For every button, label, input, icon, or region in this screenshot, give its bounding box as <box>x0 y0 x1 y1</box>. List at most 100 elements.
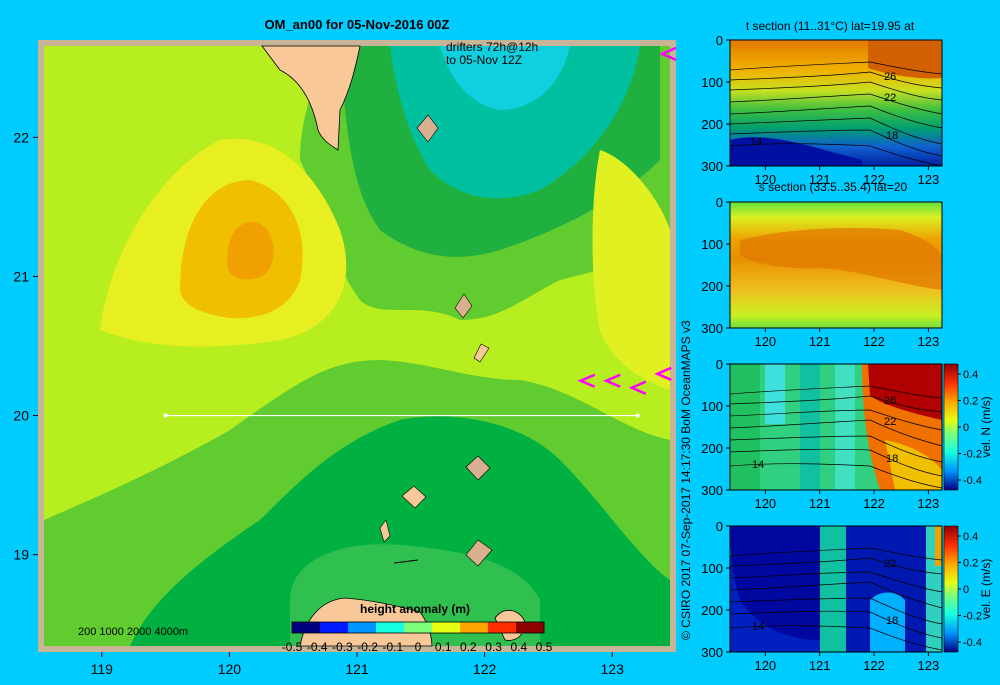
t-section-contours <box>729 61 943 167</box>
map-x-tick-label-1: 120 <box>218 661 242 677</box>
panel1-x-tick-label-3: 123 <box>918 334 940 349</box>
panel1-y-tick-label-1: 100 <box>701 237 723 252</box>
panel-axes: 0 100 200 300 120 121 122 123 0 100 200 300 120 121 12… <box>701 33 982 673</box>
panel1-y-tick-label-3: 300 <box>701 321 723 336</box>
panel3-cbar-tick-label-1: 0.2 <box>963 558 978 570</box>
vel-e-label-22: 22 <box>884 558 896 570</box>
t-section-title: t section (11..31°C) lat=19.95 at <box>746 19 915 33</box>
panel3-cbar-tick-label-0: 0.4 <box>963 531 978 543</box>
vel-n-label-26: 26 <box>884 395 896 407</box>
land-taiwan <box>261 45 361 151</box>
panel3-y-tick-label-2: 200 <box>701 603 723 618</box>
map-x-tick-label-0: 119 <box>91 661 114 677</box>
depth-legend: 200 1000 2000 4000m <box>78 626 188 638</box>
panel3-x-tick-label-3: 123 <box>918 658 940 673</box>
vel-e-colorbar: vel. E (m/s) <box>943 525 993 653</box>
vel-n-panel: 26 22 18 14 <box>729 363 943 491</box>
height-anomaly-colorbar: height anomaly (m) -0.5 -0.4 -0.3 -0.2 -0.1 0… <box>282 602 553 654</box>
field-cyan-north <box>390 46 640 199</box>
panel2-y-tick-label-2: 200 <box>701 441 723 456</box>
panel1-y-tick-label-2: 200 <box>701 279 723 294</box>
vel-n-label-14: 14 <box>752 459 764 471</box>
s-section-core <box>740 228 942 290</box>
drifters-label-1: drifters 72h@12h <box>446 40 538 54</box>
colorbar-segment-6 <box>460 622 489 633</box>
panel3-cbar-tick-label-3: -0.2 <box>963 611 982 623</box>
s-section-panel: s section (33.5..35.4) lat=20 <box>729 180 943 329</box>
section-line-end <box>635 413 640 418</box>
panel0-y-tick-label-2: 200 <box>701 117 723 132</box>
colorbar-tick-label-3: -0.2 <box>357 640 378 654</box>
panel0-x-tick-label-0: 120 <box>754 172 776 187</box>
colorbar-segment-7 <box>488 622 517 633</box>
panel2-y-tick-label-3: 300 <box>701 483 723 498</box>
t-label-22: 22 <box>884 92 896 104</box>
panel3-y-tick-label-3: 300 <box>701 645 723 660</box>
credit-label: © CSIRO 2017 07-Sep-2017 14:17:30 BoM Oc… <box>679 320 693 640</box>
panel0-x-tick-label-1: 121 <box>809 172 831 187</box>
panel3-cbar-tick-label-4: -0.4 <box>963 637 982 649</box>
colorbar-segment-0 <box>292 622 321 633</box>
height-anomaly-field <box>44 45 676 647</box>
colorbar-title: height anomaly (m) <box>360 602 470 616</box>
colorbar-tick-label-2: -0.3 <box>332 640 353 654</box>
colorbar-segment-2 <box>348 622 377 633</box>
drifter-arrow-0 <box>658 46 676 62</box>
map-x-tick-label-4: 123 <box>601 661 625 677</box>
panel3-cbar-tick-label-2: 0 <box>963 584 969 596</box>
map-title: OM_an00 for 05-Nov-2016 00Z <box>265 17 450 32</box>
island-7 <box>465 539 493 567</box>
island-3 <box>473 343 490 363</box>
panel3-x-tick-label-0: 120 <box>754 658 776 673</box>
colorbar-tick-label-8: 0.3 <box>485 640 502 654</box>
t-label-14: 14 <box>750 136 762 148</box>
vel-e-label-18: 18 <box>886 615 898 627</box>
colorbar-tick-label-0: -0.5 <box>282 640 303 654</box>
colorbar-outline <box>291 621 545 634</box>
drifter-arrow-3 <box>628 380 647 395</box>
map-x-tick-label-2: 121 <box>345 661 369 677</box>
panel0-x-tick-label-3: 123 <box>918 172 940 187</box>
colorbar-tick-label-5: 0 <box>415 640 422 654</box>
t-label-18: 18 <box>886 130 898 142</box>
colorbar-segments <box>292 622 545 633</box>
field-dark-south <box>130 416 670 646</box>
s-section-title: s section (33.5..35.4) lat=20 <box>759 180 908 194</box>
panel2-cbar-tick-label-0: 0.4 <box>963 369 978 381</box>
panel1-y-tick-label-0: 0 <box>716 195 723 210</box>
colorbar-segment-8 <box>516 622 545 633</box>
panel2-y-tick-label-0: 0 <box>716 357 723 372</box>
vel-e-label-14: 14 <box>752 621 764 633</box>
island-1 <box>416 114 439 143</box>
colorbar-tick-label-1: -0.4 <box>307 640 328 654</box>
panel3-y-tick-label-1: 100 <box>701 561 723 576</box>
panel1-x-tick-label-1: 121 <box>809 334 831 349</box>
island-line <box>393 559 419 564</box>
colorbar-segment-3 <box>376 622 405 633</box>
panel3-y-tick-label-0: 0 <box>716 519 723 534</box>
panel0-y-tick-label-3: 300 <box>701 159 723 174</box>
panel2-x-tick-label-2: 122 <box>863 496 885 511</box>
vel-e-panel: 22 18 14 <box>729 525 943 653</box>
drifter-arrow-4 <box>654 366 672 381</box>
colorbar-ticks: -0.5 -0.4 -0.3 -0.2 -0.1 0 0.1 0.2 0.3 0.4 0.5 <box>282 640 553 654</box>
colorbar-tick-label-10: 0.5 <box>536 640 553 654</box>
colorbar-tick-label-7: 0.2 <box>460 640 477 654</box>
map-y-tick-label-0: 19 <box>13 547 29 563</box>
panel1-x-tick-label-0: 120 <box>754 334 776 349</box>
map-y-tick-label-3: 22 <box>13 129 29 145</box>
colorbar-segment-5 <box>432 622 461 633</box>
colorbar-segment-4 <box>404 622 433 633</box>
island-6 <box>379 519 391 543</box>
panel2-x-tick-label-1: 121 <box>809 496 831 511</box>
vel-e-contours <box>729 547 943 651</box>
vel-e-band <box>820 526 846 652</box>
drifter-arrow-1 <box>577 373 596 388</box>
drifters-label-2: to 05-Nov 12Z <box>446 53 522 67</box>
panel2-cbar-tick-label-4: -0.4 <box>963 475 982 487</box>
panel2-x-tick-label-0: 120 <box>754 496 776 511</box>
panel0-y-tick-label-1: 100 <box>701 75 723 90</box>
map-x-tick-label-3: 122 <box>473 661 497 677</box>
panel1-x-tick-label-2: 122 <box>863 334 885 349</box>
colorbar-segment-1 <box>320 622 349 633</box>
